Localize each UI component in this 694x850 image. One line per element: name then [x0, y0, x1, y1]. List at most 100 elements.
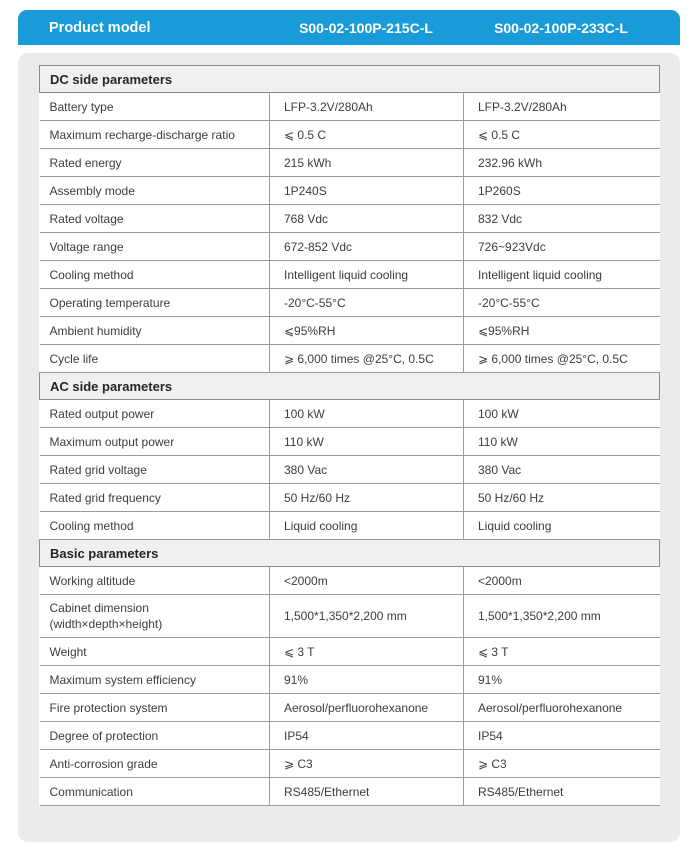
param-value-model-2: Aerosol/perfluorohexanone: [462, 693, 660, 722]
param-label: Cycle life: [39, 344, 270, 373]
section-header-row: Basic parameters: [38, 539, 661, 567]
param-value-model-1: ⩽ 3 T: [269, 637, 464, 666]
param-value-model-2: ⩾ C3: [462, 749, 660, 778]
param-value-model-1: 1,500*1,350*2,200 mm: [269, 594, 464, 638]
param-value-model-2: ⩽ 0.5 C: [462, 120, 660, 149]
param-value-model-1: -20°C-55°C: [269, 288, 464, 317]
param-label: Maximum output power: [39, 427, 270, 456]
param-value-model-1: 215 kWh: [269, 148, 464, 177]
param-label: Maximum system efficiency: [39, 665, 270, 694]
section-title: Basic parameters: [38, 539, 661, 567]
spec-row: Working altitude <2000m <2000m: [39, 566, 660, 595]
param-value-model-1: 672-852 Vdc: [269, 232, 464, 261]
param-label: Fire protection system: [39, 693, 270, 722]
param-value-model-1: 110 kW: [269, 427, 464, 456]
spec-row: Rated grid voltage 380 Vac 380 Vac: [39, 455, 660, 484]
param-value-model-2: LFP-3.2V/280Ah: [462, 92, 660, 121]
param-value-model-2: 91%: [462, 665, 660, 694]
param-label: Anti-corrosion grade: [39, 749, 270, 778]
spec-row: Cycle life ⩾ 6,000 times @25°C, 0.5C ⩾ 6,0…: [39, 344, 660, 373]
section-title: AC side parameters: [38, 372, 661, 400]
param-value-model-2: <2000m: [462, 566, 660, 595]
param-value-model-1: Liquid cooling: [269, 511, 464, 540]
spec-row: Voltage range 672-852 Vdc 726~923Vdc: [39, 232, 660, 261]
param-label: Rated grid voltage: [39, 455, 270, 484]
spec-row: Degree of protection IP54 IP54: [39, 721, 660, 750]
param-value-model-2: Liquid cooling: [462, 511, 660, 540]
param-label: Maximum recharge-discharge ratio: [39, 120, 270, 149]
param-value-model-1: Intelligent liquid cooling: [269, 260, 464, 289]
param-label: Ambient humidity: [39, 316, 270, 345]
param-value-model-2: 100 kW: [462, 399, 660, 428]
spec-row: Anti-corrosion grade ⩾ C3 ⩾ C3: [39, 749, 660, 778]
param-value-model-2: 380 Vac: [462, 455, 660, 484]
param-value-model-1: 1P240S: [269, 176, 464, 205]
param-value-model-1: RS485/Ethernet: [269, 777, 464, 806]
param-value-model-2: 232.96 kWh: [462, 148, 660, 177]
param-value-model-1: 768 Vdc: [269, 204, 464, 233]
param-label: Degree of protection: [39, 721, 270, 750]
spec-row: Ambient humidity ⩽95%RH ⩽95%RH: [39, 316, 660, 345]
spec-table: DC side parameters Battery type LFP-3.2V/2…: [38, 65, 661, 806]
spec-row: Assembly mode 1P240S 1P260S: [39, 176, 660, 205]
param-value-model-1: ⩾ C3: [269, 749, 464, 778]
param-label: Rated voltage: [39, 204, 270, 233]
param-value-model-1: ⩾ 6,000 times @25°C, 0.5C: [269, 344, 464, 373]
param-value-model-1: IP54: [269, 721, 464, 750]
spec-row: Cabinet dimension (width×depth×height) 1,…: [39, 594, 660, 638]
spec-row: Rated voltage 768 Vdc 832 Vdc: [39, 204, 660, 233]
param-value-model-1: ⩽95%RH: [269, 316, 464, 345]
spec-row: Maximum recharge-discharge ratio ⩽ 0.5 C ⩽…: [39, 120, 660, 149]
spec-row: Maximum output power 110 kW 110 kW: [39, 427, 660, 456]
param-value-model-2: 1,500*1,350*2,200 mm: [462, 594, 660, 638]
param-label: Working altitude: [39, 566, 270, 595]
spec-row: Maximum system efficiency 91% 91%: [39, 665, 660, 694]
model-name-2: S00-02-100P-233C-L: [494, 19, 628, 36]
param-value-model-2: -20°C-55°C: [462, 288, 660, 317]
spec-row: Rated output power 100 kW 100 kW: [39, 399, 660, 428]
spec-row: Battery type LFP-3.2V/280Ah LFP-3.2V/280Ah: [39, 92, 660, 121]
spec-row: Rated energy 215 kWh 232.96 kWh: [39, 148, 660, 177]
param-value-model-1: 91%: [269, 665, 464, 694]
param-value-model-2: ⩾ 6,000 times @25°C, 0.5C: [462, 344, 660, 373]
param-label: Assembly mode: [39, 176, 270, 205]
param-label: Battery type: [39, 92, 270, 121]
param-label: Weight: [39, 637, 270, 666]
param-label: Rated energy: [39, 148, 270, 177]
spec-table-card: DC side parameters Battery type LFP-3.2V/2…: [18, 53, 680, 842]
param-value-model-1: ⩽ 0.5 C: [269, 120, 464, 149]
section-header-row: DC side parameters: [38, 65, 661, 93]
param-label: Voltage range: [39, 232, 270, 261]
param-label: Rated output power: [39, 399, 270, 428]
spec-row: Rated grid frequency 50 Hz/60 Hz 50 Hz/60 …: [39, 483, 660, 512]
param-value-model-1: 380 Vac: [269, 455, 464, 484]
param-label: Cabinet dimension (width×depth×height): [39, 594, 270, 638]
param-value-model-2: 110 kW: [462, 427, 660, 456]
param-value-model-1: 50 Hz/60 Hz: [269, 483, 464, 512]
param-value-model-1: 100 kW: [269, 399, 464, 428]
param-label: Operating temperature: [39, 288, 270, 317]
param-value-model-2: ⩽ 3 T: [462, 637, 660, 666]
spec-row: Cooling method Liquid cooling Liquid cooli…: [39, 511, 660, 540]
model-name-1: S00-02-100P-215C-L: [299, 19, 433, 36]
param-value-model-2: 832 Vdc: [462, 204, 660, 233]
spec-row: Communication RS485/Ethernet RS485/Etherne…: [39, 777, 660, 806]
param-label: Rated grid frequency: [39, 483, 270, 512]
param-value-model-2: 50 Hz/60 Hz: [462, 483, 660, 512]
param-value-model-2: ⩽95%RH: [462, 316, 660, 345]
param-value-model-2: 1P260S: [462, 176, 660, 205]
param-value-model-1: <2000m: [269, 566, 464, 595]
spec-row: Operating temperature -20°C-55°C -20°C-55°…: [39, 288, 660, 317]
param-value-model-2: IP54: [462, 721, 660, 750]
param-label: Cooling method: [39, 260, 270, 289]
spec-row: Weight ⩽ 3 T ⩽ 3 T: [39, 637, 660, 666]
spec-row: Cooling method Intelligent liquid cooling…: [39, 260, 660, 289]
param-value-model-1: Aerosol/perfluorohexanone: [269, 693, 464, 722]
param-value-model-2: Intelligent liquid cooling: [462, 260, 660, 289]
product-model-label: Product model: [49, 19, 151, 36]
spec-row: Fire protection system Aerosol/perfluoroh…: [39, 693, 660, 722]
param-label: Cooling method: [39, 511, 270, 540]
param-value-model-1: LFP-3.2V/280Ah: [269, 92, 464, 121]
product-model-header-bar: Product model S00-02-100P-215C-L S00-02-…: [18, 10, 680, 45]
